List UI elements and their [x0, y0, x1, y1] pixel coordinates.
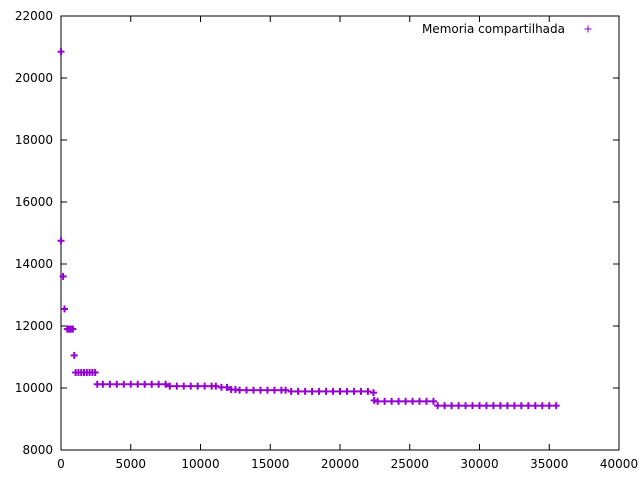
x-tick-label: 20000 — [321, 457, 359, 471]
data-point — [476, 402, 483, 410]
data-point — [243, 386, 251, 394]
data-point — [469, 402, 477, 410]
data-point — [250, 386, 258, 394]
data-point — [388, 397, 396, 405]
data-point — [374, 397, 382, 405]
data-point — [357, 387, 365, 395]
data-point — [166, 382, 174, 390]
x-tick-label: 0 — [57, 457, 65, 471]
data-point — [99, 380, 107, 388]
data-point — [552, 402, 560, 410]
data-point — [201, 382, 209, 390]
data-point — [106, 380, 114, 388]
data-point — [194, 382, 202, 390]
data-point — [455, 402, 463, 410]
data-point — [236, 386, 244, 394]
data-point — [402, 397, 410, 405]
data-point — [148, 380, 156, 388]
data-point — [434, 402, 442, 410]
data-point — [524, 402, 532, 410]
data-point — [57, 48, 65, 56]
x-tick-label: 25000 — [391, 457, 429, 471]
data-point — [294, 387, 302, 395]
data-point — [503, 402, 511, 410]
x-tick-label: 5000 — [115, 457, 146, 471]
data-point — [422, 397, 430, 405]
y-tick-label: 20000 — [15, 71, 53, 85]
x-tick-label: 30000 — [460, 457, 498, 471]
data-point — [187, 382, 195, 390]
data-point — [162, 380, 170, 388]
legend-label: Memoria compartilhada — [422, 22, 565, 36]
legend: Memoria compartilhada — [422, 22, 592, 36]
data-point — [70, 351, 78, 359]
data-point — [429, 397, 437, 405]
data-point — [180, 382, 188, 390]
data-point — [489, 402, 497, 410]
data-point — [381, 397, 389, 405]
data-point — [134, 380, 142, 388]
data-point — [322, 387, 330, 395]
x-tick-label: 10000 — [181, 457, 219, 471]
data-point — [545, 402, 553, 410]
y-tick-label: 14000 — [15, 257, 53, 271]
data-point — [308, 387, 316, 395]
data-point — [212, 382, 220, 390]
data-point — [315, 387, 323, 395]
data-point — [448, 402, 456, 410]
data-point — [301, 387, 309, 395]
y-tick-label: 16000 — [15, 195, 53, 209]
y-tick-label: 18000 — [15, 133, 53, 147]
y-tick-label: 8000 — [22, 443, 53, 457]
data-point — [120, 380, 128, 388]
data-point — [141, 380, 149, 388]
data-point — [256, 386, 264, 394]
data-point — [69, 325, 77, 333]
data-point — [59, 272, 67, 280]
data-point — [462, 402, 470, 410]
data-point — [127, 380, 135, 388]
y-tick-label: 22000 — [15, 9, 53, 23]
data-point — [155, 380, 163, 388]
data-point — [343, 387, 351, 395]
data-point — [60, 305, 68, 313]
y-tick-label: 12000 — [15, 319, 53, 333]
data-point — [113, 380, 121, 388]
data-point — [531, 402, 539, 410]
data-point — [336, 387, 344, 395]
x-tick-label: 35000 — [530, 457, 568, 471]
x-tick-label: 15000 — [251, 457, 289, 471]
data-point — [517, 402, 525, 410]
data-point — [441, 402, 449, 410]
data-point — [364, 387, 372, 395]
data-point — [263, 386, 271, 394]
data-point — [510, 402, 518, 410]
data-point — [482, 402, 490, 410]
x-tick-label: 40000 — [600, 457, 638, 471]
data-point — [270, 386, 278, 394]
data-point — [496, 402, 504, 410]
data-point — [282, 386, 290, 394]
data-point — [369, 389, 377, 397]
data-point — [395, 397, 403, 405]
data-point — [91, 369, 99, 376]
data-point — [416, 397, 424, 405]
data-point — [223, 383, 231, 391]
data-point — [287, 387, 295, 395]
data-point — [173, 382, 181, 390]
data-point — [57, 237, 65, 245]
data-point — [329, 387, 337, 395]
data-point — [350, 387, 358, 395]
data-point — [538, 402, 546, 410]
y-tick-label: 10000 — [15, 381, 53, 395]
data-point — [409, 397, 417, 405]
